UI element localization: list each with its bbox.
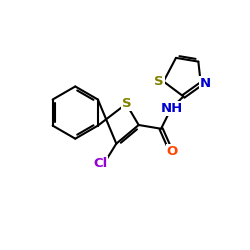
Text: NH: NH xyxy=(161,102,183,115)
Text: S: S xyxy=(154,75,164,88)
Text: Cl: Cl xyxy=(93,157,107,170)
Text: S: S xyxy=(122,97,132,110)
Text: N: N xyxy=(200,78,211,90)
Text: O: O xyxy=(166,144,178,158)
